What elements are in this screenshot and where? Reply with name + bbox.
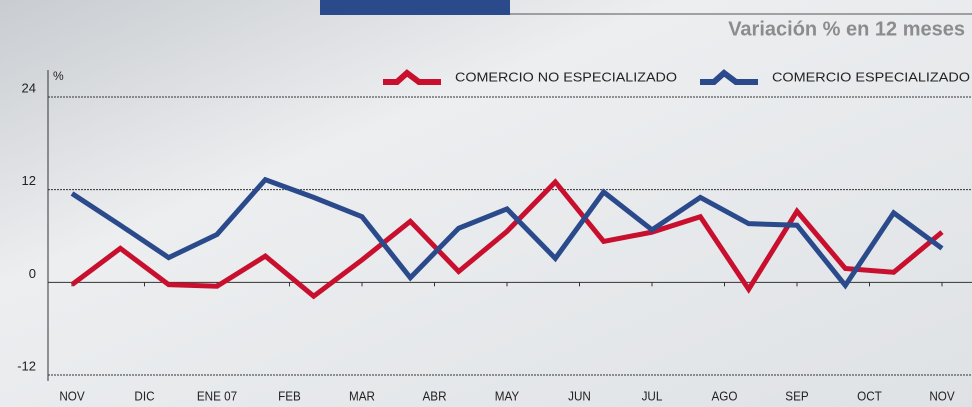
x-tick-label: NOV: [59, 389, 85, 404]
chart: Variación % en 12 meses % -12 0 12 24 NOV DIC…: [0, 0, 972, 407]
x-tick-label: JUN: [568, 389, 591, 404]
x-tick-label: DIC: [134, 389, 154, 404]
y-tick-label: 24: [22, 80, 36, 95]
y-tick-label: 12: [22, 173, 36, 188]
x-tick-label: FEB: [278, 389, 301, 404]
x-tick-label: OCT: [857, 389, 882, 404]
x-tick-label: NOV: [929, 389, 955, 404]
legend-label: COMERCIO ESPECIALIZADO: [772, 69, 970, 84]
y-tick-label: 0: [29, 266, 36, 281]
chart-title: Variación % en 12 meses: [728, 18, 965, 40]
legend-label: COMERCIO NO ESPECIALIZADO: [455, 69, 677, 84]
x-tick-label: JUL: [642, 389, 663, 404]
x-tick-label: MAR: [349, 389, 375, 404]
y-axis-label: %: [53, 69, 64, 83]
background: [0, 0, 972, 407]
x-tick-label: SEP: [785, 389, 808, 404]
x-tick-label: MAY: [495, 389, 519, 404]
x-tick-label: ENE 07: [197, 389, 237, 404]
y-tick-label: -12: [17, 358, 36, 373]
x-tick-label: AGO: [711, 389, 737, 404]
x-tick-label: ABR: [422, 389, 446, 404]
header-bar: [320, 0, 510, 15]
